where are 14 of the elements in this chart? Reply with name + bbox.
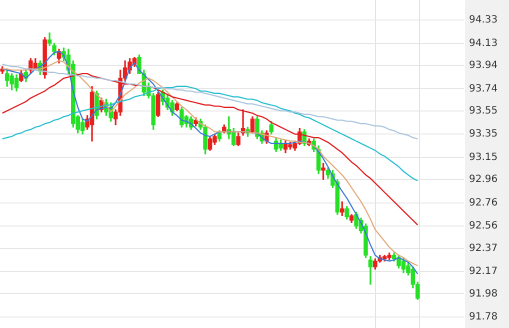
y-tick-label: 93.94 [469, 60, 498, 72]
y-tick-label: 93.55 [469, 105, 498, 116]
y-tick-label: 92.56 [469, 220, 498, 232]
y-tick-label: 94.13 [469, 38, 498, 49]
y-tick-label: 91.98 [469, 288, 498, 300]
y-tick-label: 91.78 [469, 312, 498, 323]
y-tick-label: 93.35 [469, 128, 498, 140]
y-tick-label: 93.15 [469, 152, 498, 164]
y-tick-label: 93.74 [469, 83, 498, 94]
y-tick-label: 92.76 [469, 197, 498, 208]
y-tick-label: 92.17 [469, 266, 498, 278]
y-tick-label: 94.33 [469, 14, 498, 26]
y-tick-label: 92.96 [469, 174, 498, 186]
y-tick-label: 92.37 [469, 242, 498, 254]
